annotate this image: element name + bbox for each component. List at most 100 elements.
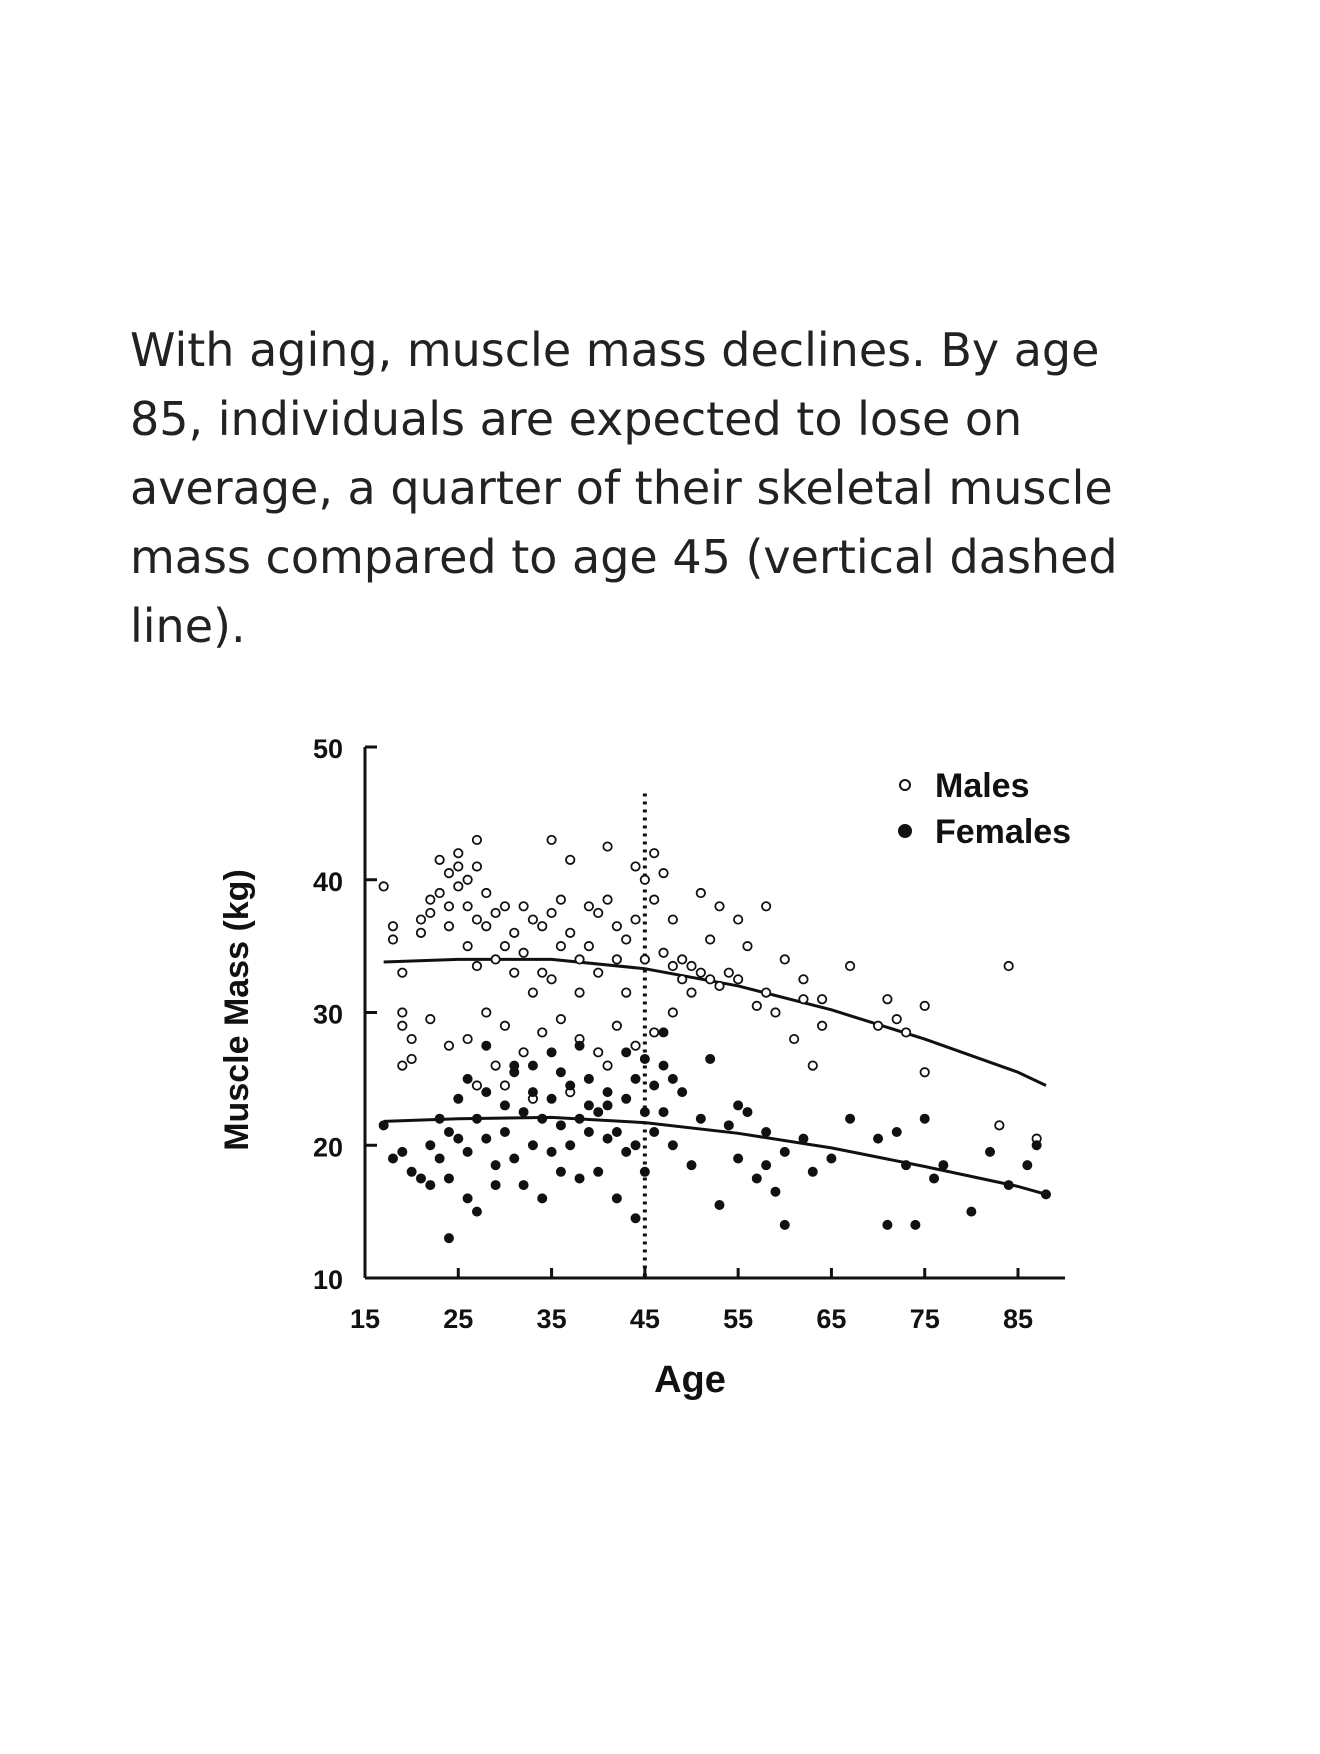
male-data-point <box>499 1080 511 1091</box>
male-data-point <box>499 941 511 952</box>
female-data-point <box>1003 1180 1014 1191</box>
male-data-point <box>546 907 557 919</box>
female-data-point <box>1040 1189 1051 1200</box>
female-data-point <box>761 1160 772 1171</box>
male-data-point <box>593 967 604 978</box>
female-data-point <box>453 1133 464 1144</box>
male-data-point <box>425 907 436 919</box>
female-data-point <box>649 1126 660 1137</box>
chart-caption: With aging, muscle mass declines. By age… <box>130 323 1118 653</box>
male-data-point <box>481 887 492 899</box>
male-data-point <box>555 1014 567 1025</box>
male-data-point <box>537 921 548 932</box>
female-data-point <box>929 1173 940 1184</box>
female-data-point <box>658 1027 669 1038</box>
male-data-point <box>527 914 539 925</box>
male-data-point <box>714 980 725 992</box>
female-data-point <box>462 1073 473 1084</box>
data-points <box>378 834 1051 1244</box>
x-tick-label: 55 <box>723 1304 753 1334</box>
female-data-point <box>387 1153 398 1164</box>
female-data-point <box>593 1107 604 1118</box>
male-data-point <box>471 861 483 872</box>
female-data-point <box>938 1160 949 1171</box>
female-data-point <box>677 1087 688 1098</box>
male-data-point <box>994 1120 1005 1131</box>
male-data-point <box>611 921 622 932</box>
trend-lines <box>383 957 1047 1196</box>
male-data-point <box>462 941 473 952</box>
female-data-point <box>602 1087 613 1098</box>
male-data-point <box>583 901 594 912</box>
female-data-point <box>658 1060 669 1071</box>
male-data-point <box>434 854 445 865</box>
female-data-point <box>565 1080 576 1091</box>
male-data-point <box>583 941 594 952</box>
x-tick-label: 65 <box>816 1304 846 1334</box>
female-data-point <box>527 1087 538 1098</box>
male-data-point <box>499 901 511 912</box>
female-data-point <box>443 1173 454 1184</box>
female-data-point <box>639 1107 650 1118</box>
males-trend-line <box>383 957 1047 1087</box>
female-data-point <box>434 1113 445 1124</box>
female-data-point <box>705 1053 716 1064</box>
females-trend-line <box>383 1115 1047 1196</box>
male-data-point <box>471 914 483 925</box>
male-data-point <box>919 1067 930 1078</box>
male-data-point <box>621 987 632 998</box>
female-data-point <box>462 1146 473 1157</box>
female-data-point <box>471 1206 482 1217</box>
female-data-point <box>966 1206 977 1217</box>
male-data-point <box>546 834 557 846</box>
male-data-point <box>499 1020 511 1031</box>
male-data-point <box>677 954 688 965</box>
male-data-point <box>667 914 678 925</box>
female-data-point <box>481 1087 492 1098</box>
male-data-point <box>658 947 669 958</box>
male-data-point <box>415 914 427 925</box>
female-data-point <box>985 1146 996 1157</box>
female-data-point <box>593 1166 604 1177</box>
female-data-point <box>630 1140 641 1151</box>
female-data-point <box>761 1126 772 1137</box>
male-data-point <box>742 941 753 952</box>
male-data-point <box>574 987 585 998</box>
female-data-point <box>415 1173 426 1184</box>
female-data-point <box>639 1053 650 1064</box>
male-data-point <box>630 914 641 925</box>
male-data-point <box>397 1007 408 1018</box>
female-data-point <box>723 1120 734 1131</box>
male-data-point <box>639 874 650 885</box>
male-data-point <box>518 1047 529 1058</box>
male-data-point <box>593 907 604 919</box>
female-data-point <box>490 1160 501 1171</box>
male-data-point <box>919 1000 930 1011</box>
female-data-point <box>509 1060 520 1071</box>
male-data-point <box>761 901 772 912</box>
male-data-point <box>537 967 548 978</box>
male-data-point <box>481 1007 492 1018</box>
male-data-point <box>714 901 725 912</box>
female-data-point <box>481 1040 492 1051</box>
y-tick-label: 30 <box>313 1000 343 1030</box>
legend-label: Females <box>935 813 1071 851</box>
female-data-point <box>779 1219 790 1230</box>
female-data-point <box>770 1186 781 1197</box>
male-data-point <box>667 1007 678 1018</box>
female-data-point <box>1031 1140 1042 1151</box>
female-data-point <box>630 1213 641 1224</box>
female-data-point <box>779 1146 790 1157</box>
female-data-point <box>621 1146 632 1157</box>
male-data-point <box>891 1014 902 1025</box>
male-data-point <box>471 960 483 972</box>
female-data-point <box>537 1193 548 1204</box>
female-data-point <box>611 1193 622 1204</box>
x-tick-label: 75 <box>910 1304 940 1334</box>
female-data-point <box>583 1073 594 1084</box>
female-data-point <box>667 1073 678 1084</box>
male-data-point <box>462 901 473 912</box>
female-data-point <box>891 1126 902 1137</box>
female-data-point <box>434 1153 445 1164</box>
male-data-point <box>397 1020 408 1031</box>
